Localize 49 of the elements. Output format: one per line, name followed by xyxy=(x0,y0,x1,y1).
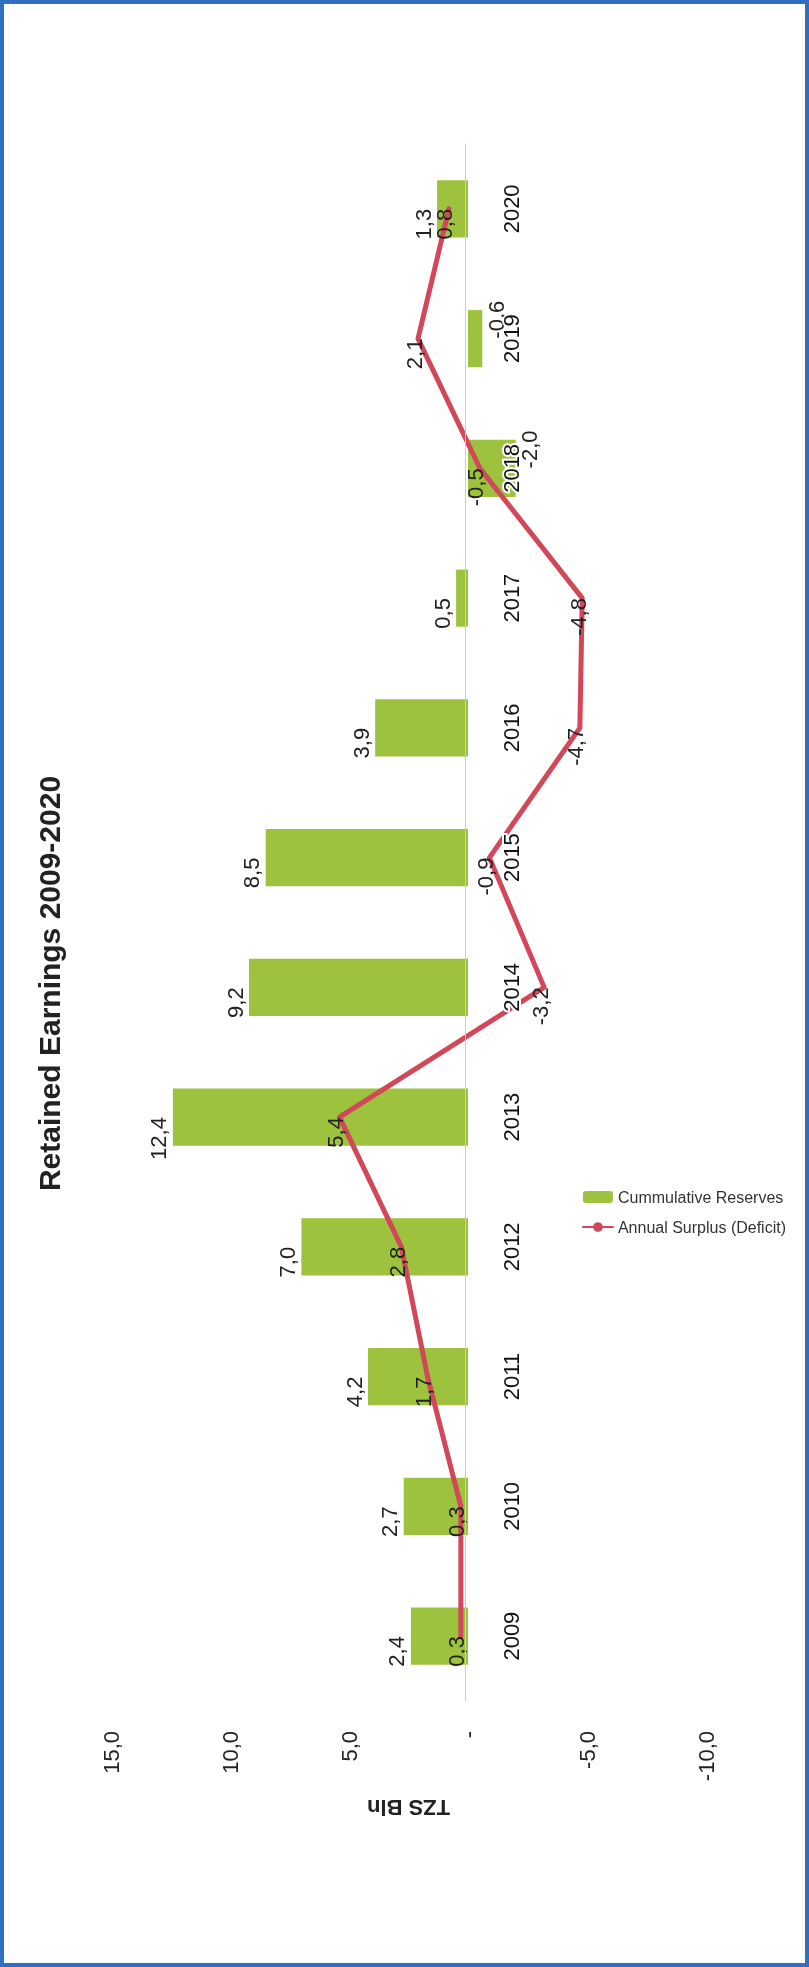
bar xyxy=(456,569,468,627)
data-label: 0,3 xyxy=(444,1636,470,1667)
y-tick-label: 2015 xyxy=(499,833,525,883)
x-tick-label: 15,0 xyxy=(98,1731,124,1774)
data-label: 0,3 xyxy=(444,1506,470,1537)
y-tick-label: 2016 xyxy=(499,703,525,753)
data-label: 1,7 xyxy=(411,1376,437,1408)
x-tick-label: 10,0 xyxy=(217,1731,243,1774)
data-label: 7,0 xyxy=(274,1246,300,1278)
bar xyxy=(301,1218,468,1276)
bar xyxy=(249,958,468,1016)
data-label: 9,2 xyxy=(222,987,248,1018)
y-tick-label: 2017 xyxy=(499,573,525,623)
y-tick-label: 2012 xyxy=(499,1222,525,1272)
legend-label: Cummulative Reserves xyxy=(617,1188,784,1206)
bar xyxy=(172,1088,468,1146)
y-tick-label: 2011 xyxy=(499,1352,525,1401)
legend-label: Annual Surplus (Deficit) xyxy=(617,1218,787,1236)
bar xyxy=(375,699,468,757)
data-label: 2,4 xyxy=(384,1636,410,1667)
data-label: 2,8 xyxy=(384,1246,410,1278)
data-label: 5,4 xyxy=(322,1117,348,1148)
bar xyxy=(468,310,483,368)
data-label: 3,9 xyxy=(348,727,374,759)
data-label: 1,3 xyxy=(410,208,436,240)
data-label: -0,5 xyxy=(463,468,489,507)
bar xyxy=(265,829,468,887)
x-axis-title: TZS Bln xyxy=(366,1794,451,1820)
data-label: 2,7 xyxy=(377,1506,403,1537)
x-tick-label: - xyxy=(455,1731,481,1739)
data-label: -4,7 xyxy=(563,727,589,766)
data-label: 2,1 xyxy=(401,338,427,370)
data-label: 0,5 xyxy=(429,598,455,629)
data-label: 8,5 xyxy=(239,857,265,889)
data-label: -4,8 xyxy=(565,598,591,637)
x-tick-label: -5,0 xyxy=(574,1731,600,1769)
data-label: 4,2 xyxy=(341,1376,367,1408)
y-tick-label: 2013 xyxy=(499,1092,525,1142)
y-tick-label: 2010 xyxy=(499,1481,525,1531)
y-tick-label: 2020 xyxy=(499,184,525,234)
y-tick-label: 2014 xyxy=(499,962,525,1012)
data-label: -3,2 xyxy=(527,987,553,1026)
bar xyxy=(368,1348,468,1406)
x-tick-label: -10,0 xyxy=(693,1731,719,1782)
x-tick-label: 5,0 xyxy=(336,1731,362,1762)
data-label: 12,4 xyxy=(146,1117,172,1160)
data-label: -0,9 xyxy=(472,857,498,896)
y-tick-label: 2009 xyxy=(499,1611,525,1661)
text: Retained Earnings 2009-2020 xyxy=(32,775,66,1192)
